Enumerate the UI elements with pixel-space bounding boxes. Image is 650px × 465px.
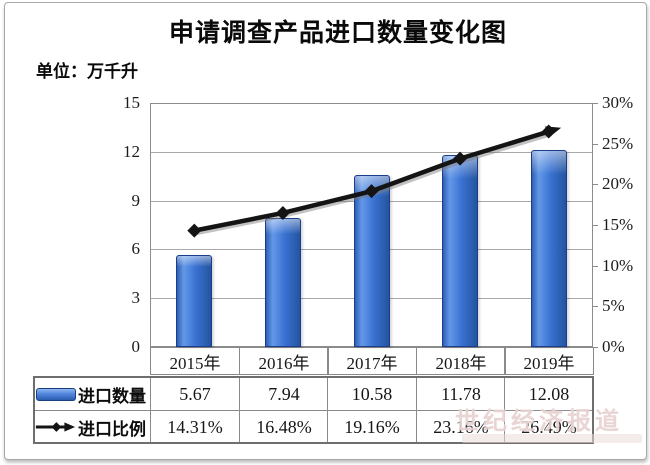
- ratio-line: [193, 129, 550, 233]
- ratio-cell-2017年: 19.16%: [327, 410, 417, 444]
- bar-legend-icon: [36, 387, 76, 401]
- quantity-cell-2016年: 7.94: [239, 377, 329, 411]
- category-cell-2018年: 2018年: [416, 347, 506, 375]
- right-axis-tick-mark: [593, 103, 598, 104]
- left-axis-tick-label: 6: [131, 239, 141, 258]
- legend-cell-quantity: 进口数量: [34, 377, 151, 411]
- bar-2016年: [265, 218, 301, 347]
- right-axis-tick-mark: [593, 184, 598, 185]
- quantity-cell-2019年: 12.08: [504, 377, 594, 411]
- bar-2015年: [176, 255, 212, 347]
- unit-label: 单位：万千升: [36, 62, 138, 81]
- ratio-cell-2016年: 16.48%: [239, 410, 329, 444]
- line-marker-2015年: [187, 223, 202, 238]
- left-axis-tick-label: 9: [131, 191, 141, 210]
- bar-2019年: [531, 150, 567, 347]
- right-axis-tick-label: 20%: [602, 174, 634, 193]
- category-cell-2016年: 2016年: [239, 347, 329, 375]
- line-marker-2017年: [364, 184, 379, 199]
- quantity-cell-2015年: 5.67: [150, 377, 240, 411]
- left-axis-tick-label: 15: [123, 93, 140, 112]
- right-axis-tick-mark: [593, 266, 598, 267]
- right-axis-tick-label: 0%: [602, 337, 625, 356]
- quantity-cell-2018年: 11.78: [416, 377, 506, 411]
- right-axis-tick-label: 5%: [602, 296, 625, 315]
- right-axis-tick-label: 30%: [602, 93, 634, 112]
- watermark-subtext-strip: [462, 434, 642, 443]
- left-axis-tick-label: 3: [131, 288, 141, 307]
- right-axis-tick-label: 15%: [602, 215, 634, 234]
- line-marker-2018年: [453, 151, 468, 166]
- quantity-cell-2017年: 10.58: [327, 377, 417, 411]
- right-axis-tick-mark: [593, 144, 598, 145]
- legend-label-ratio: 进口比例: [78, 419, 146, 439]
- watermark: 世纪经济报道: [455, 407, 623, 435]
- right-axis-tick-mark: [593, 225, 598, 226]
- line-end-arrow: [545, 126, 562, 138]
- line-marker-2016年: [275, 205, 290, 220]
- line-legend-icon: [35, 422, 76, 432]
- right-axis-tick-mark: [593, 347, 598, 348]
- left-axis-tick-label: 12: [123, 142, 140, 161]
- chart-title: 申请调查产品进口数量变化图: [168, 19, 507, 47]
- right-axis-tick-label: 25%: [602, 134, 634, 153]
- ratio-cell-2015年: 14.31%: [150, 410, 240, 444]
- right-axis-tick-mark: [593, 306, 598, 307]
- category-cell-2019年: 2019年: [504, 347, 594, 375]
- legend-label-quantity: 进口数量: [78, 386, 146, 406]
- bar-2017年: [354, 175, 390, 347]
- right-axis-tick-label: 10%: [602, 256, 634, 275]
- legend-cell-ratio: 进口比例: [34, 410, 151, 444]
- line-series: [187, 124, 562, 238]
- gridline: [151, 152, 592, 153]
- left-axis-tick-label: 0: [131, 337, 141, 356]
